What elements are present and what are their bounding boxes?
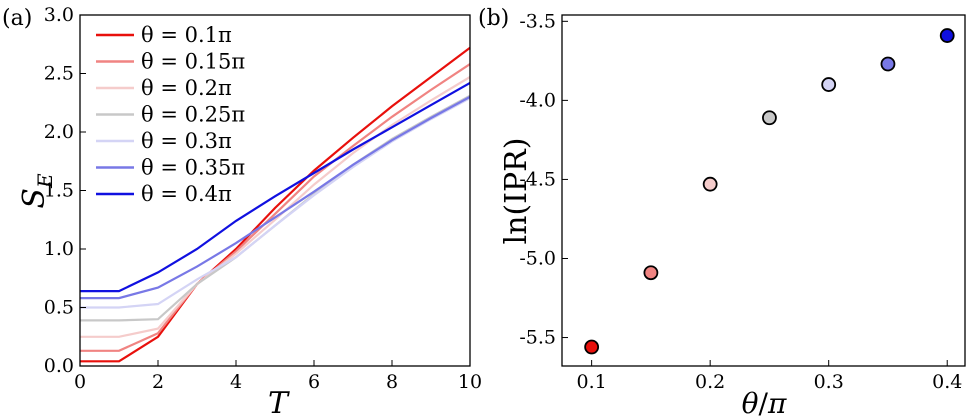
panel-a-ticks: 0 2 4 6 8 10 0.0 0.5 1.0 1.5 2.0 2.5 3.0 — [44, 4, 482, 393]
legend-label-2: θ = 0.2π — [141, 76, 232, 100]
scatter-point-2 — [702, 176, 718, 192]
y-tick-label: -5.5 — [519, 327, 556, 349]
panel-b-label: (b) — [478, 6, 509, 31]
x-tick-label: 8 — [386, 371, 398, 393]
y-tick-label: 2.5 — [44, 63, 74, 85]
panel-b-xlabel-theta: θ — [742, 387, 759, 420]
panel-b-frame — [561, 14, 966, 367]
x-tick-label: 6 — [308, 371, 320, 393]
legend-label-0: θ = 0.1π — [141, 23, 232, 47]
x-tick-label: 0 — [74, 371, 86, 393]
scatter-point-0 — [584, 339, 600, 355]
x-tick-label: 2 — [152, 371, 164, 393]
legend-label-4: θ = 0.3π — [141, 129, 232, 153]
y-tick-label: 0.5 — [44, 297, 74, 319]
y-tick-label: -5.0 — [519, 247, 556, 269]
panel-b-ticks: 0.1 0.2 0.3 0.4 -3.5 -4.0 -4.5 -5.0 -5.5 — [519, 10, 962, 393]
y-tick-label: 1.0 — [44, 238, 74, 260]
y-tick-label: -4.5 — [519, 168, 556, 190]
panel-a-label: (a) — [2, 6, 32, 31]
x-tick-label: 0.1 — [577, 371, 607, 393]
y-tick-label: 3.0 — [44, 4, 74, 26]
panel-a-ylabel: SE — [17, 173, 57, 209]
series-line-6 — [80, 81, 471, 293]
panel-a-lines — [80, 46, 471, 363]
legend-label-1: θ = 0.15π — [141, 50, 245, 74]
legend-label-3: θ = 0.25π — [141, 103, 245, 127]
panel-a-ylabel-sub: E — [33, 173, 57, 189]
panel-a-xlabel: T — [268, 386, 290, 420]
panel-a-ylabel-s: S — [17, 188, 52, 209]
y-tick-label: 1.5 — [44, 180, 74, 202]
y-tick-label: -3.5 — [519, 10, 556, 32]
series-line-5 — [80, 95, 471, 300]
panel-b-xlabel: θ/π — [742, 387, 787, 420]
panel-a-frame — [79, 14, 471, 367]
panel-b-xlabel-pi: π — [767, 387, 787, 420]
panel-b-ylabel: ln(IPR) — [499, 138, 534, 245]
x-tick-label: 0.3 — [814, 371, 844, 393]
y-tick-label: 0.0 — [44, 355, 74, 377]
series-line-0 — [80, 46, 471, 363]
scatter-point-6 — [939, 28, 955, 43]
legend-label-6: θ = 0.4π — [141, 182, 232, 206]
legend-label-5: θ = 0.35π — [141, 156, 245, 180]
panel-a: (a) 0 2 4 6 8 10 0.0 0.5 1.0 1.5 2.0 2.5 3.0 θ = 0.1… — [2, 4, 482, 420]
x-tick-label: 0.4 — [932, 371, 962, 393]
scatter-point-3 — [762, 110, 777, 126]
x-tick-label: 10 — [458, 371, 482, 393]
y-tick-label: -4.0 — [519, 89, 556, 111]
series-line-2 — [80, 76, 471, 338]
x-tick-label: 0.2 — [695, 371, 725, 393]
x-tick-label: 4 — [230, 371, 242, 393]
panel-b-xlabel-slash: / — [759, 387, 769, 420]
panel-b-points — [584, 28, 955, 355]
y-tick-label: 2.0 — [44, 121, 74, 143]
series-line-1 — [80, 63, 471, 352]
scatter-point-5 — [880, 56, 896, 72]
panel-b: (b) 0.1 0.2 0.3 0.4 -3.5 -4.0 -4.5 -5.0 -5.5 θ/π… — [478, 6, 966, 420]
scatter-point-1 — [643, 265, 659, 281]
scatter-point-4 — [821, 77, 837, 92]
